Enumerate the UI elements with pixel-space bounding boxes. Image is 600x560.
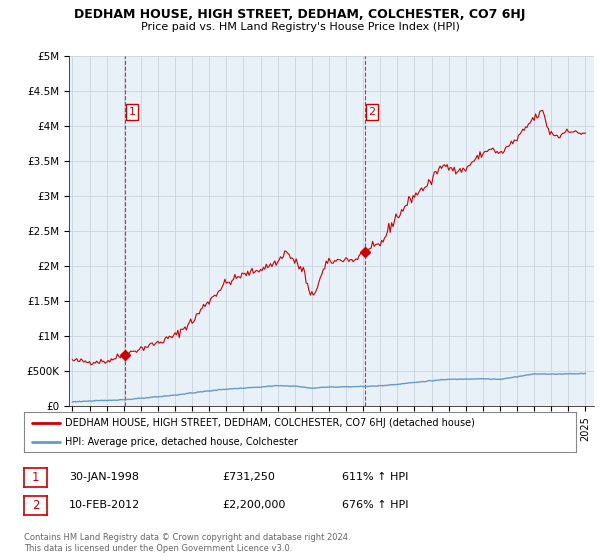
Text: 676% ↑ HPI: 676% ↑ HPI [342, 500, 409, 510]
Text: 2: 2 [32, 498, 39, 512]
Text: DEDHAM HOUSE, HIGH STREET, DEDHAM, COLCHESTER, CO7 6HJ: DEDHAM HOUSE, HIGH STREET, DEDHAM, COLCH… [74, 8, 526, 21]
Text: £2,200,000: £2,200,000 [222, 500, 286, 510]
Text: £731,250: £731,250 [222, 472, 275, 482]
Text: Price paid vs. HM Land Registry's House Price Index (HPI): Price paid vs. HM Land Registry's House … [140, 22, 460, 32]
Text: Contains HM Land Registry data © Crown copyright and database right 2024.
This d: Contains HM Land Registry data © Crown c… [24, 533, 350, 553]
Text: DEDHAM HOUSE, HIGH STREET, DEDHAM, COLCHESTER, CO7 6HJ (detached house): DEDHAM HOUSE, HIGH STREET, DEDHAM, COLCH… [65, 418, 475, 428]
Text: HPI: Average price, detached house, Colchester: HPI: Average price, detached house, Colc… [65, 437, 298, 447]
Text: 2: 2 [368, 107, 376, 117]
Text: 30-JAN-1998: 30-JAN-1998 [69, 472, 139, 482]
Text: 1: 1 [128, 107, 136, 117]
Text: 611% ↑ HPI: 611% ↑ HPI [342, 472, 409, 482]
Text: 1: 1 [32, 470, 39, 484]
Text: 10-FEB-2012: 10-FEB-2012 [69, 500, 140, 510]
